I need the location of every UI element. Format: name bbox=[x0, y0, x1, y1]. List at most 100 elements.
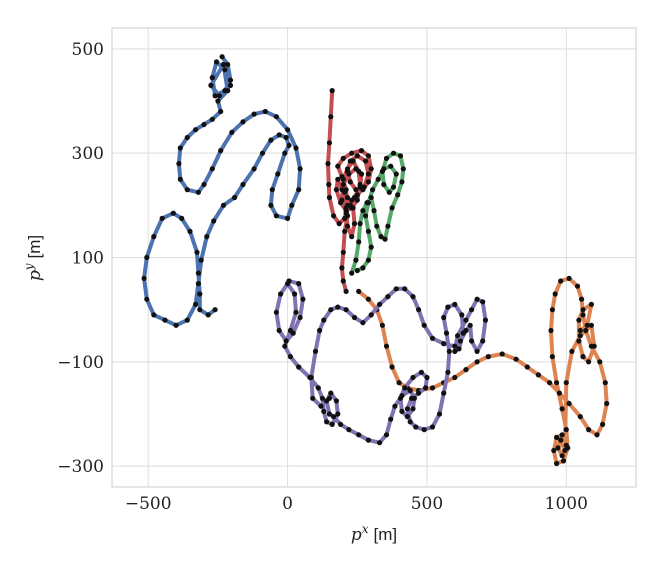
series-layer bbox=[141, 54, 610, 467]
trajectory-point bbox=[586, 359, 592, 365]
trajectory-point bbox=[399, 179, 405, 185]
y-tick-label: 100 bbox=[72, 249, 104, 269]
trajectory-point bbox=[312, 348, 319, 354]
y-axis-unit: [m] bbox=[25, 235, 44, 259]
trajectory-point bbox=[388, 416, 394, 422]
trajectory-point bbox=[283, 338, 289, 344]
trajectory-point bbox=[381, 181, 387, 188]
trajectory-point bbox=[360, 208, 366, 214]
trajectory-point bbox=[194, 249, 200, 255]
trajectory-point bbox=[600, 421, 606, 427]
trajectory-point bbox=[268, 202, 274, 208]
trajectory-point bbox=[285, 281, 291, 287]
trajectory-point bbox=[361, 184, 367, 190]
trajectory-point bbox=[390, 184, 397, 190]
trajectory-point bbox=[354, 197, 360, 203]
trajectory-point bbox=[416, 307, 422, 313]
trajectory-point bbox=[222, 67, 228, 73]
trajectory-point bbox=[343, 288, 349, 294]
y-tick-label: −100 bbox=[57, 353, 104, 373]
trajectory-point bbox=[357, 221, 363, 227]
trajectory-point bbox=[563, 380, 569, 386]
trajectory-point bbox=[556, 390, 563, 396]
trajectory-point bbox=[368, 244, 374, 250]
trajectory-point bbox=[343, 307, 349, 313]
trajectory-point bbox=[409, 395, 415, 401]
trajectory-point bbox=[232, 194, 238, 201]
trajectory-point bbox=[326, 181, 332, 188]
y-tick-label: 300 bbox=[72, 144, 104, 164]
trajectory-point bbox=[282, 150, 288, 156]
trajectory-point bbox=[344, 223, 351, 229]
trajectory-point bbox=[296, 364, 302, 370]
trajectory-point bbox=[385, 223, 391, 229]
trajectory-point bbox=[325, 161, 331, 167]
trajectory-point bbox=[213, 59, 220, 65]
trajectory-point bbox=[459, 312, 465, 318]
trajectory-point bbox=[469, 307, 475, 313]
x-tick-label: 500 bbox=[411, 494, 443, 514]
trajectory-point bbox=[552, 291, 558, 297]
trajectory-point bbox=[457, 338, 463, 344]
trajectory-point bbox=[251, 111, 257, 117]
trajectory-point bbox=[580, 312, 586, 318]
trajectory-point bbox=[399, 408, 405, 414]
trajectory-point bbox=[326, 194, 332, 201]
trajectory-point bbox=[351, 221, 358, 227]
trajectory-point bbox=[388, 163, 394, 169]
trajectory-point bbox=[170, 210, 176, 216]
trajectory-point bbox=[318, 403, 324, 409]
trajectory-point bbox=[404, 406, 410, 412]
trajectory-point bbox=[452, 348, 458, 354]
trajectory-point bbox=[278, 291, 284, 297]
trajectory-point bbox=[342, 189, 348, 195]
trajectory-point bbox=[354, 267, 360, 274]
trajectory-point bbox=[220, 61, 227, 68]
trajectory-point bbox=[547, 380, 553, 386]
trajectory-point bbox=[588, 301, 595, 307]
trajectory-point bbox=[340, 181, 346, 188]
trajectory-point bbox=[377, 440, 383, 446]
trajectory-point bbox=[383, 155, 390, 161]
y-tick-label: 500 bbox=[72, 40, 104, 60]
trajectory-point bbox=[204, 234, 210, 240]
trajectory-point bbox=[404, 414, 410, 420]
trajectory-point bbox=[340, 155, 346, 161]
trajectory-point bbox=[349, 150, 355, 156]
trajectory-point bbox=[349, 270, 355, 276]
trajectory-point bbox=[554, 460, 560, 467]
trajectory-point bbox=[499, 351, 505, 357]
trajectory-point bbox=[358, 148, 365, 154]
trajectory-point bbox=[463, 367, 469, 373]
trajectory-point bbox=[390, 150, 397, 156]
trajectory-point bbox=[370, 187, 376, 193]
trajectory-point bbox=[219, 54, 225, 60]
trajectory-point bbox=[474, 296, 480, 302]
trajectory-point bbox=[456, 346, 462, 352]
trajectory-series-5 bbox=[273, 278, 489, 446]
trajectory-point bbox=[220, 202, 227, 208]
trajectory-point bbox=[282, 343, 288, 349]
trajectory-point bbox=[389, 364, 395, 370]
trajectory-point bbox=[365, 228, 371, 234]
trajectory-point bbox=[324, 419, 330, 425]
x-axis-symbol: p bbox=[351, 525, 362, 545]
x-axis-unit: [m] bbox=[374, 525, 398, 544]
trajectory-point bbox=[410, 406, 416, 412]
trajectory-point bbox=[554, 380, 560, 386]
trajectory-point bbox=[421, 322, 427, 328]
trajectory-point bbox=[151, 312, 157, 318]
trajectory-series-2 bbox=[325, 88, 374, 294]
trajectory-point bbox=[144, 254, 150, 261]
trajectory-point bbox=[297, 166, 303, 172]
trajectory-point bbox=[463, 327, 469, 334]
trajectory-point bbox=[424, 374, 430, 381]
trajectory-point bbox=[285, 127, 291, 133]
trajectory-point bbox=[227, 82, 234, 88]
trajectory-point bbox=[193, 301, 199, 307]
trajectory-point bbox=[549, 354, 556, 360]
trajectory-point bbox=[577, 333, 583, 339]
trajectory-point bbox=[410, 294, 416, 300]
trajectory-point bbox=[269, 187, 275, 193]
